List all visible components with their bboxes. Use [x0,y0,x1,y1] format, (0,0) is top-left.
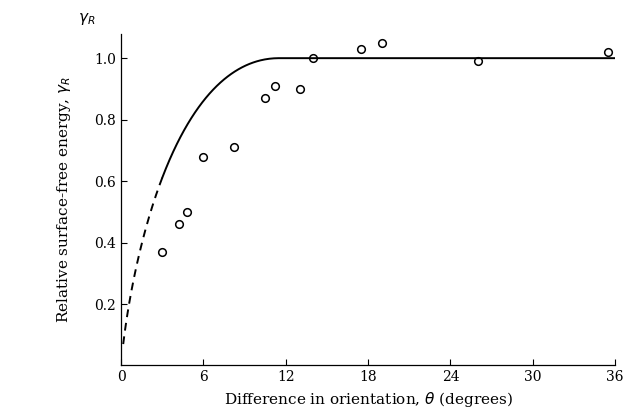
Text: $\gamma_R$: $\gamma_R$ [78,11,95,27]
X-axis label: Difference in orientation, $\theta$ (degrees): Difference in orientation, $\theta$ (deg… [224,390,512,409]
Text: Relative surface-free energy, $\gamma_R$: Relative surface-free energy, $\gamma_R$ [55,76,74,323]
